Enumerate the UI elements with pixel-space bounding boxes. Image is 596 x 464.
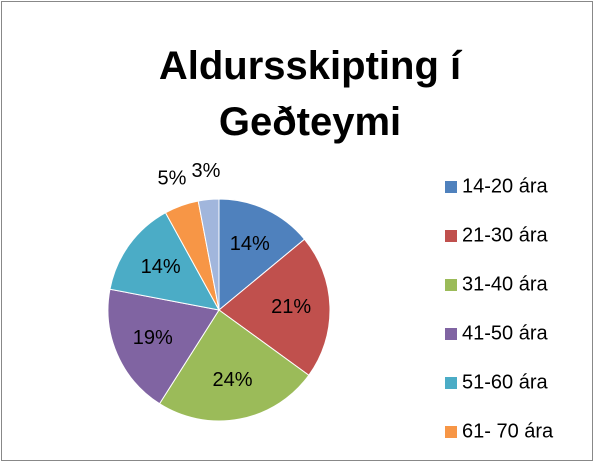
pie-slice <box>107 288 220 405</box>
legend-label: 31-40 ára <box>462 273 548 295</box>
data-label: 21% <box>271 296 311 318</box>
data-label: 24% <box>213 369 253 391</box>
legend-label: 21-30 ára <box>462 224 548 246</box>
legend-swatch <box>445 230 457 242</box>
data-label: 14% <box>141 256 181 278</box>
chart-title: Aldursskipting í Geðteymi <box>158 44 462 144</box>
legend-swatch <box>445 426 457 438</box>
data-label: 19% <box>133 327 173 349</box>
data-label: 14% <box>230 233 270 255</box>
legend-swatch <box>445 181 457 193</box>
legend-swatch <box>445 328 457 340</box>
pie-slice <box>218 238 331 376</box>
legend-label: 61- 70 ára <box>462 420 554 442</box>
pie-slice <box>218 198 306 312</box>
legend-label: 51-60 ára <box>462 371 548 393</box>
legend-label: 41-50 ára <box>462 322 548 344</box>
data-label: 3% <box>191 160 220 182</box>
pie-slice <box>197 198 220 311</box>
legend-label: 14-20 ára <box>462 175 548 197</box>
legend-swatch <box>445 279 457 291</box>
pie-slice <box>109 212 220 311</box>
legend-swatch <box>445 377 457 389</box>
pie-slice <box>158 309 310 422</box>
data-label: 5% <box>158 168 187 190</box>
